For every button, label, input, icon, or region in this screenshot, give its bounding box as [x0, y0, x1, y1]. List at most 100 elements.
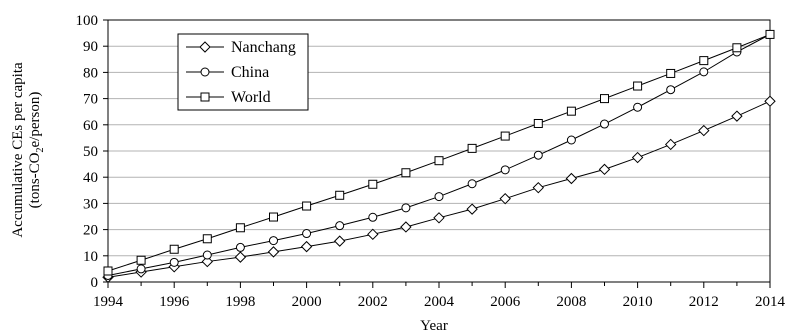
data-point-nanchang-2004: [433, 212, 445, 224]
data-point-world-2008: [566, 106, 576, 116]
y-tick-label-90: 90: [83, 39, 98, 55]
data-point-nanchang-2012: [698, 124, 710, 137]
data-point-world-2006: [500, 131, 510, 141]
y-axis-title-line2: (tons-CO2e/person): [27, 92, 46, 209]
data-point-world-2009: [600, 94, 609, 104]
legend-label-nanchang: Nanchang: [231, 39, 296, 56]
y-axis-title-sub: 2: [35, 147, 46, 152]
data-point-china-1997: [202, 250, 212, 260]
y-axis-ticks: 0 10 20 30 40 50 60 70 80 90 100: [76, 13, 108, 291]
y-tick-label-100: 100: [76, 13, 99, 29]
data-point-china-1996: [169, 257, 179, 267]
data-point-nanchang-2001: [333, 235, 346, 247]
data-point-world-1997: [202, 234, 212, 244]
data-point-china-1995: [136, 264, 146, 274]
data-point-nanchang-2011: [664, 138, 677, 151]
data-point-china-1998: [235, 242, 245, 252]
data-point-china-2009: [600, 119, 609, 129]
data-point-china-2011: [666, 85, 676, 95]
data-point-nanchang-2010: [631, 151, 644, 164]
series-nanchang: [102, 95, 776, 283]
data-point-nanchang-2008: [565, 172, 578, 185]
data-point-world-1999: [269, 212, 278, 222]
data-point-nanchang-2013: [731, 110, 743, 122]
y-tick-label-0: 0: [91, 275, 99, 291]
data-point-world-1998: [235, 223, 245, 233]
data-point-china-2003: [401, 203, 411, 213]
data-point-china-2008: [566, 135, 576, 145]
data-point-world-2003: [401, 168, 411, 178]
data-point-china-1999: [269, 236, 278, 246]
data-point-nanchang-1998: [234, 251, 247, 263]
y-tick-label-30: 30: [83, 196, 98, 212]
x-tick-label-1996: 1996: [159, 294, 190, 310]
data-point-world-2010: [633, 81, 643, 91]
y-tick-label-50: 50: [83, 144, 98, 160]
data-point-world-2011: [666, 68, 676, 78]
x-axis-title: Year: [420, 318, 448, 334]
data-point-nanchang-2003: [400, 221, 412, 233]
legend-marker-world: [200, 92, 210, 102]
y-tick-label-70: 70: [83, 92, 98, 108]
data-point-world-2007: [533, 118, 543, 128]
y-tick-label-10: 10: [83, 249, 98, 265]
data-point-china-2000: [302, 229, 312, 239]
data-point-world-2004: [434, 156, 444, 166]
data-point-world-2013: [732, 43, 742, 53]
x-tick-label-2000: 2000: [292, 294, 322, 310]
data-point-nanchang-2006: [499, 192, 511, 205]
x-tick-label-2004: 2004: [424, 294, 455, 310]
data-point-world-2005: [467, 143, 477, 153]
data-point-china-2001: [335, 221, 345, 231]
data-point-world-2012: [699, 56, 709, 66]
x-tick-label-1998: 1998: [225, 294, 255, 310]
series-world: [103, 29, 775, 276]
y-axis-title-pre: (tons-CO: [27, 152, 43, 208]
data-point-world-2014: [765, 29, 775, 39]
data-point-world-1994: [103, 266, 113, 276]
data-point-nanchang-2002: [367, 228, 379, 241]
x-tick-label-2012: 2012: [689, 294, 719, 310]
data-point-china-2007: [533, 150, 543, 160]
x-tick-label-2008: 2008: [556, 294, 586, 310]
data-point-nanchang-2007: [532, 181, 545, 194]
legend-marker-china: [200, 67, 210, 77]
x-tick-label-2002: 2002: [358, 294, 388, 310]
legend-marker-nanchang: [199, 41, 211, 53]
x-tick-label-2006: 2006: [490, 294, 521, 310]
x-axis-ticks: 1994 1996 1998 2000 2002 2004 2006 2008 2010 2012…: [93, 282, 786, 310]
data-point-china-2005: [467, 179, 477, 189]
data-point-world-2000: [302, 201, 312, 211]
data-point-world-2001: [335, 190, 345, 200]
x-tick-label-2010: 2010: [623, 294, 653, 310]
data-point-nanchang-1997: [201, 255, 214, 268]
data-point-nanchang-2000: [300, 240, 313, 253]
data-point-china-2002: [368, 212, 378, 222]
x-tick-label-1994: 1994: [93, 294, 124, 310]
x-tick-label-2014: 2014: [755, 294, 786, 310]
y-tick-label-60: 60: [83, 118, 98, 134]
legend-label-china: China: [231, 64, 269, 81]
data-point-world-1996: [169, 244, 179, 254]
y-tick-label-80: 80: [83, 65, 98, 81]
series-layer: [102, 29, 776, 283]
data-point-world-1995: [136, 255, 146, 265]
series-china: [103, 29, 775, 280]
data-point-world-2002: [368, 179, 378, 189]
data-point-nanchang-2009: [598, 163, 611, 176]
legend-label-world: World: [231, 89, 271, 106]
data-point-china-2010: [633, 102, 643, 112]
y-tick-label-40: 40: [83, 170, 98, 186]
data-point-nanchang-2014: [764, 95, 776, 107]
legend: Nanchang China World: [177, 33, 309, 111]
y-tick-label-20: 20: [83, 223, 98, 239]
data-point-nanchang-1999: [267, 246, 280, 258]
data-point-nanchang-2005: [466, 203, 478, 215]
y-axis-title-line1: Accumulative CEs per capita: [10, 62, 26, 238]
y-axis-title-post: e/person): [27, 92, 43, 148]
data-point-china-2012: [699, 67, 709, 77]
data-point-china-2004: [434, 192, 444, 202]
y-axis-title: Accumulative CEs per capita (tons-CO2e/p…: [10, 62, 46, 238]
data-point-china-2006: [500, 165, 510, 175]
